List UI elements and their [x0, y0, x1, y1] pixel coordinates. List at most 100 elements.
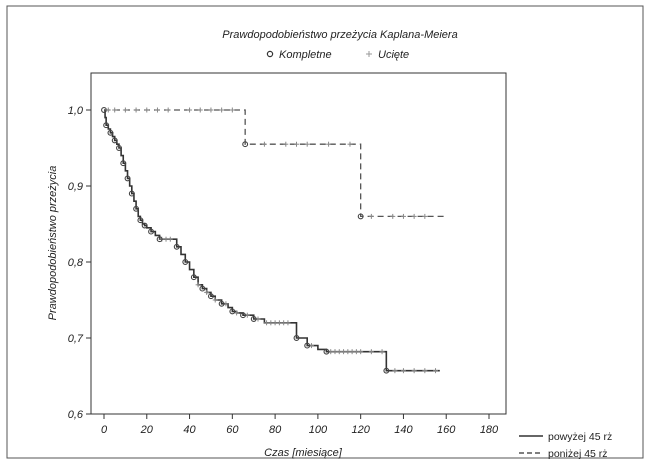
censored-marker	[187, 107, 193, 113]
censored-marker	[195, 282, 201, 288]
legend-complete-marker	[266, 50, 274, 58]
censored-marker	[261, 141, 267, 147]
event-marker	[242, 141, 249, 148]
legend-censored-label: Ucięte	[378, 49, 409, 61]
event-marker	[111, 137, 118, 144]
event-marker	[199, 285, 206, 292]
x-axis-label: Czas [miesiące]	[264, 447, 343, 459]
censored-marker	[144, 107, 150, 113]
event-marker	[148, 228, 155, 235]
series-2	[104, 107, 445, 220]
event-marker	[133, 205, 140, 212]
legend-series-1-label: powyżej 45 rż	[548, 431, 612, 443]
censored-marker	[358, 349, 364, 355]
event-marker	[120, 160, 127, 167]
x-tick-label: 40	[183, 424, 196, 436]
censored-marker	[379, 349, 385, 355]
x-tick-label: 0	[101, 424, 108, 436]
censored-marker	[283, 141, 289, 147]
censored-marker	[422, 368, 428, 374]
censored-marker	[219, 107, 225, 113]
censored-marker	[411, 368, 417, 374]
censored-marker	[272, 320, 278, 326]
censored-marker	[204, 289, 210, 295]
censored-marker	[105, 107, 111, 113]
event-marker	[107, 129, 114, 136]
censored-marker	[345, 349, 351, 355]
chart-title: Prawdopodobieństwo przeżycia Kaplana-Mei…	[222, 29, 457, 41]
censored-marker	[276, 320, 282, 326]
legend-complete-label: Kompletne	[279, 49, 332, 61]
event-marker	[116, 145, 122, 151]
event-marker	[137, 217, 144, 224]
event-marker	[250, 316, 257, 322]
censored-marker	[285, 320, 291, 326]
censored-marker	[264, 320, 270, 326]
event-marker	[323, 348, 330, 355]
censored-marker	[326, 141, 332, 147]
censored-marker	[167, 236, 173, 242]
censored-marker	[112, 107, 118, 113]
x-tick-label: 100	[309, 424, 328, 436]
censored-marker	[234, 310, 240, 316]
event-marker	[293, 335, 300, 341]
censored-marker	[281, 320, 287, 326]
series-line	[104, 109, 445, 218]
censored-marker	[422, 213, 428, 219]
censored-marker	[341, 349, 347, 355]
event-marker	[218, 300, 225, 307]
event-marker	[304, 342, 311, 349]
censored-marker	[433, 368, 439, 374]
legend-censored-marker	[366, 51, 372, 57]
event-marker	[173, 243, 180, 250]
censored-marker	[368, 349, 374, 355]
y-tick-label: 0,7	[68, 333, 84, 345]
x-tick-label: 160	[437, 424, 456, 436]
event-marker	[141, 222, 148, 229]
censored-marker	[268, 320, 274, 326]
series-layer	[101, 107, 445, 374]
censored-marker	[400, 368, 406, 374]
event-marker	[156, 236, 163, 243]
censored-marker	[122, 107, 128, 113]
series-1	[101, 107, 440, 374]
x-axis: 0 20 40 60 80 100 120 140 160 180	[101, 414, 499, 436]
event-marker	[124, 175, 131, 182]
event-marker	[207, 293, 214, 300]
censored-marker	[304, 141, 310, 147]
censored-marker	[229, 107, 235, 113]
event-marker	[182, 259, 189, 265]
x-tick-label: 60	[226, 424, 239, 436]
x-tick-label: 20	[140, 424, 154, 436]
censored-marker	[400, 213, 406, 219]
event-marker	[383, 367, 390, 374]
event-marker	[103, 122, 110, 129]
event-marker	[190, 274, 197, 281]
x-tick-label: 120	[351, 424, 370, 436]
censored-marker	[163, 236, 169, 242]
censored-marker	[154, 107, 160, 113]
censored-marker	[197, 107, 203, 113]
censored-marker	[165, 107, 171, 113]
x-tick-label: 80	[269, 424, 282, 436]
y-axis-label: Prawdopodobieństwo przeżycia	[47, 166, 59, 321]
censored-marker	[368, 213, 374, 219]
event-marker	[128, 190, 135, 197]
event-marker	[229, 308, 236, 315]
censored-marker	[336, 349, 342, 355]
outer-frame	[6, 5, 644, 459]
censored-marker	[347, 141, 353, 147]
y-tick-label: 0,8	[68, 257, 84, 269]
censored-marker	[332, 349, 338, 355]
y-axis: 0,6 0,7 0,8 0,9 1,0	[68, 105, 91, 421]
censored-marker	[349, 349, 355, 355]
censored-marker	[133, 107, 139, 113]
censored-marker	[411, 213, 417, 219]
plot-area	[90, 72, 507, 415]
y-tick-label: 0,6	[68, 409, 84, 421]
censored-marker	[390, 213, 396, 219]
censored-marker	[294, 141, 299, 147]
x-tick-label: 140	[394, 424, 413, 436]
event-marker	[240, 312, 246, 319]
censored-marker	[208, 107, 214, 113]
